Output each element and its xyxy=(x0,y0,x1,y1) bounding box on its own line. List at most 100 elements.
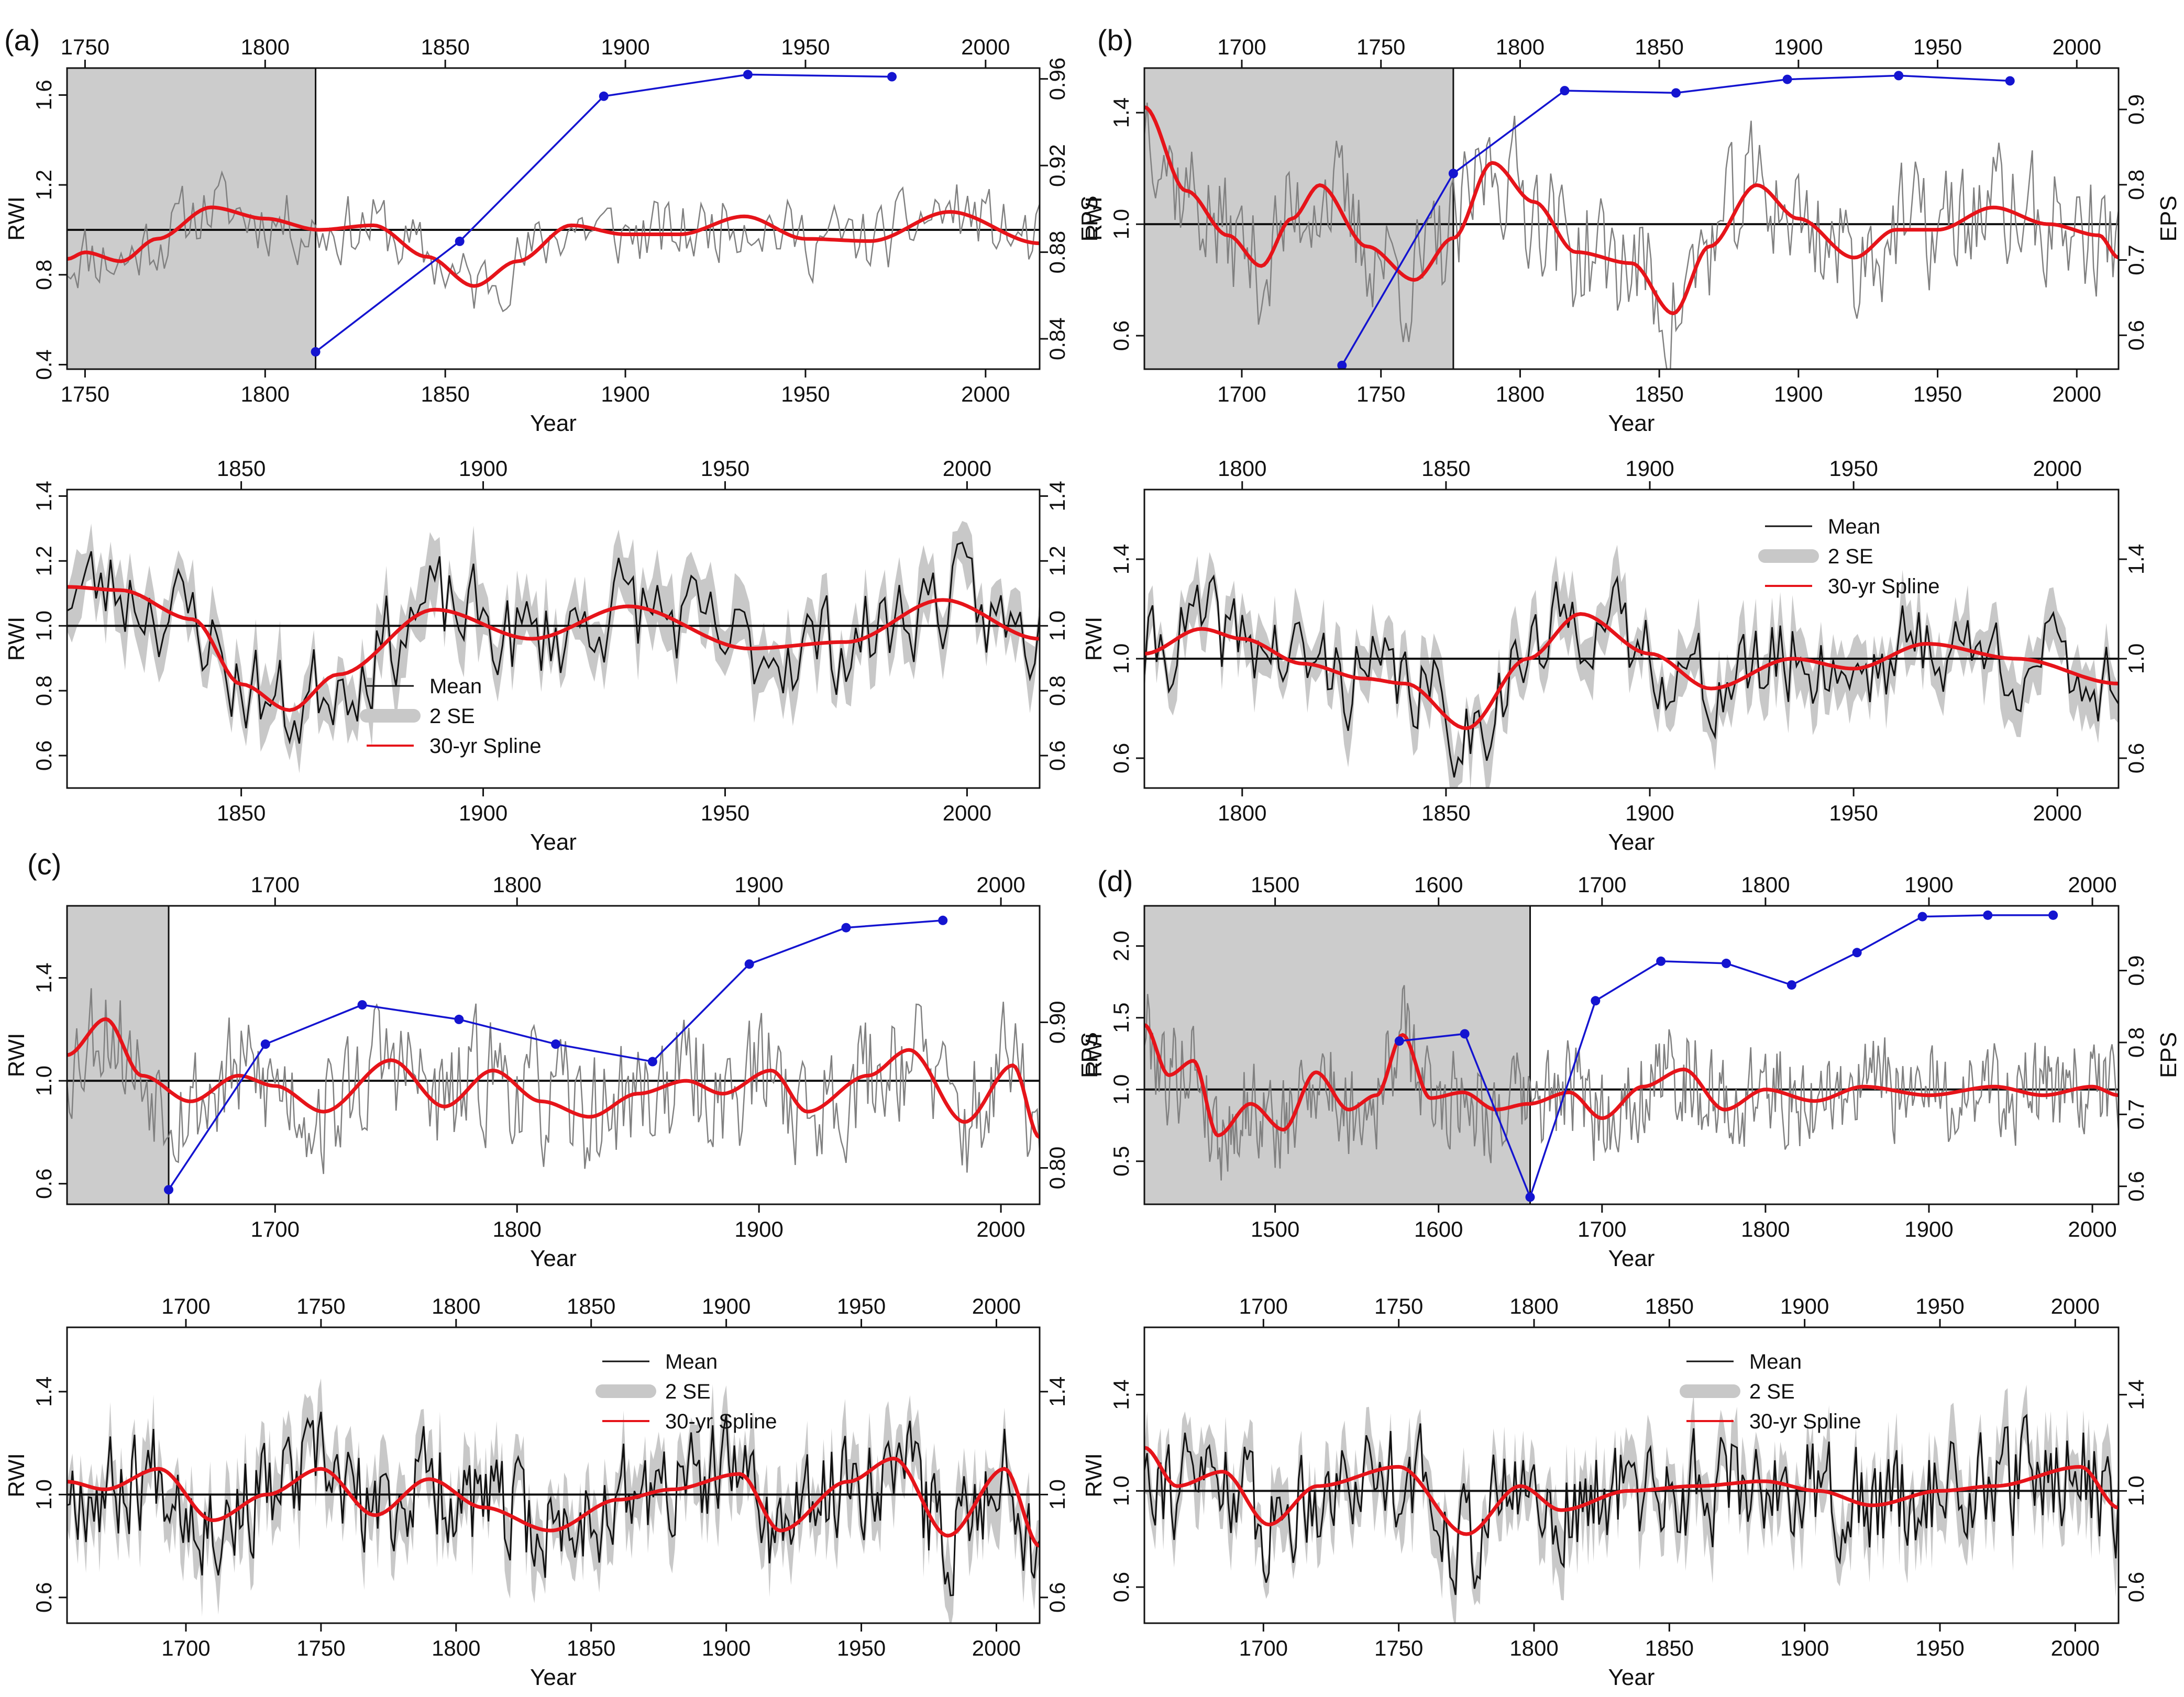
spline-30yr-line xyxy=(1144,1023,2119,1138)
panel-labels: (a) (b) (c) (d) xyxy=(4,24,1133,897)
y2-tick-label: 0.80 xyxy=(1045,1147,1069,1190)
x-tick-label: 1900 xyxy=(1625,801,1674,825)
eps-point xyxy=(1983,910,1993,920)
subplot-c-mean-se: 1700 1700 1750 1750 1800 1800 1850 1850 1900 1900… xyxy=(4,1294,1069,1690)
x-top-tick-label: 1900 xyxy=(1904,872,1953,897)
plot-content xyxy=(1144,68,2119,369)
x-tick-label: 1700 xyxy=(1217,382,1266,406)
x-tick-label: 2000 xyxy=(972,1636,1021,1660)
x-top-tick-label: 2000 xyxy=(961,35,1010,59)
x-top-tick-label: 1900 xyxy=(1780,1294,1829,1318)
mean-series-line xyxy=(1144,574,2119,778)
mean-series-line xyxy=(67,1412,1040,1596)
x-tick-label: 1900 xyxy=(459,801,508,825)
x-top-tick-label: 1900 xyxy=(601,35,649,59)
x-tick-label: 1500 xyxy=(1251,1217,1299,1241)
raw-chronology-line xyxy=(67,988,1040,1174)
y-tick-label: 1.2 xyxy=(31,546,56,576)
x-tick-label: 1900 xyxy=(734,1217,783,1241)
x-top-tick-label: 1800 xyxy=(1509,1294,1558,1318)
y-axis-label: RWI xyxy=(1081,196,1107,241)
x-top-tick-label: 1900 xyxy=(734,872,783,897)
eps-point xyxy=(260,1039,270,1049)
x-top-tick-label: 1900 xyxy=(459,456,508,481)
x-top-tick-label: 1600 xyxy=(1414,872,1463,897)
x-tick-label: 1800 xyxy=(1218,801,1266,825)
y2-tick-label: 1.4 xyxy=(2124,1379,2148,1410)
y2-tick-label: 0.9 xyxy=(2124,955,2148,985)
x-top-tick-label: 1750 xyxy=(296,1294,345,1318)
y2-axis-label: EPS xyxy=(1077,1032,1102,1078)
subplot-b-mean-se: 1800 1800 1850 1850 1900 1900 1950 1950 2000 2000… xyxy=(1081,456,2148,855)
x-tick-label: 1900 xyxy=(1780,1636,1829,1660)
x-tick-label: 1900 xyxy=(601,382,649,406)
plot-content xyxy=(67,68,1040,369)
x-top-tick-label: 1750 xyxy=(1356,35,1405,59)
y-tick-label: 0.8 xyxy=(31,675,56,706)
eps-point xyxy=(2005,76,2015,86)
y-tick-label: 1.2 xyxy=(31,170,56,200)
mean-series-line xyxy=(67,541,1040,745)
x-top-tick-label: 1850 xyxy=(1421,456,1470,481)
panel-label-b: (b) xyxy=(1097,24,1133,57)
eps-point xyxy=(1782,74,1792,84)
x-tick-label: 1950 xyxy=(701,801,749,825)
y2-tick-label: 0.96 xyxy=(1045,58,1069,101)
subplot-b-chronology-eps: 1700 1700 1750 1750 1800 1800 1850 1850 1900 1900… xyxy=(1081,35,2181,436)
x-tick-label: 1950 xyxy=(781,382,830,406)
spline-30yr-line xyxy=(67,205,1040,288)
subplot-d-chronology-eps: 1500 1500 1600 1600 1700 1700 1800 1800 1900 1900… xyxy=(1081,872,2181,1271)
y2-tick-label: 1.0 xyxy=(1045,1479,1069,1510)
y2-tick-label: 0.92 xyxy=(1045,144,1069,187)
eps-point xyxy=(887,72,897,82)
plot-content xyxy=(67,521,1040,773)
y-axis-label: RWI xyxy=(1081,617,1107,661)
eps-point xyxy=(551,1039,561,1049)
x-top-tick-label: 2000 xyxy=(976,872,1025,897)
subplot-c-chronology-eps: 1700 1700 1800 1800 1900 1900 2000 2000 Year 0.6 1… xyxy=(4,872,1102,1271)
plot-frame xyxy=(1143,489,2120,789)
eps-point xyxy=(1591,996,1601,1006)
y-tick-label: 1.4 xyxy=(1109,544,1133,574)
x-tick-label: 1850 xyxy=(1645,1636,1694,1660)
y2-tick-label: 1.4 xyxy=(2124,544,2148,574)
x-top-tick-label: 1800 xyxy=(492,872,541,897)
eps-point xyxy=(311,347,321,357)
x-top-tick-label: 1950 xyxy=(781,35,830,59)
eps-point xyxy=(357,1000,367,1010)
y2-tick-label: 1.2 xyxy=(1045,546,1069,576)
x-tick-label: 1700 xyxy=(251,1217,300,1241)
y-axis-label: RWI xyxy=(4,1453,29,1498)
x-tick-label: 1900 xyxy=(1904,1217,1953,1241)
legend-label-se: 2 SE xyxy=(429,705,475,728)
eps-point xyxy=(1852,948,1862,958)
eps-point xyxy=(647,1057,657,1067)
x-top-tick-label: 1950 xyxy=(1829,456,1878,481)
legend-label-spline: 30-yr Spline xyxy=(429,735,541,758)
x-tick-label: 2000 xyxy=(961,382,1010,406)
x-tick-label: 1750 xyxy=(61,382,109,406)
x-top-tick-label: 1950 xyxy=(1915,1294,1964,1318)
y2-tick-label: 1.0 xyxy=(1045,611,1069,641)
y2-tick-label: 0.8 xyxy=(2124,1027,2148,1058)
x-tick-label: 1600 xyxy=(1414,1217,1463,1241)
panel-label-c: (c) xyxy=(27,848,61,881)
raw-chronology-line xyxy=(1144,102,2119,369)
x-axis-label: Year xyxy=(530,1665,577,1690)
x-top-tick-label: 1850 xyxy=(421,35,469,59)
x-top-tick-label: 1800 xyxy=(1741,872,1790,897)
x-axis-label: Year xyxy=(530,411,577,436)
y-tick-label: 1.4 xyxy=(31,962,56,993)
x-top-tick-label: 1900 xyxy=(702,1294,751,1318)
legend-label-spline: 30-yr Spline xyxy=(665,1410,777,1433)
y2-tick-label: 0.8 xyxy=(2124,170,2148,200)
legend-label-se: 2 SE xyxy=(1828,545,1873,568)
mean-series-line xyxy=(1144,1414,2119,1595)
spline-30yr-line xyxy=(67,1017,1040,1139)
subplot-a-chronology-eps: 1750 1750 1800 1800 1850 1850 1900 1900 1950 1950… xyxy=(4,35,1102,436)
x-tick-label: 1950 xyxy=(1913,382,1962,406)
y-tick-label: 1.0 xyxy=(1109,1074,1133,1105)
plot-frame xyxy=(1143,1326,2120,1624)
x-top-tick-label: 2000 xyxy=(2053,35,2101,59)
